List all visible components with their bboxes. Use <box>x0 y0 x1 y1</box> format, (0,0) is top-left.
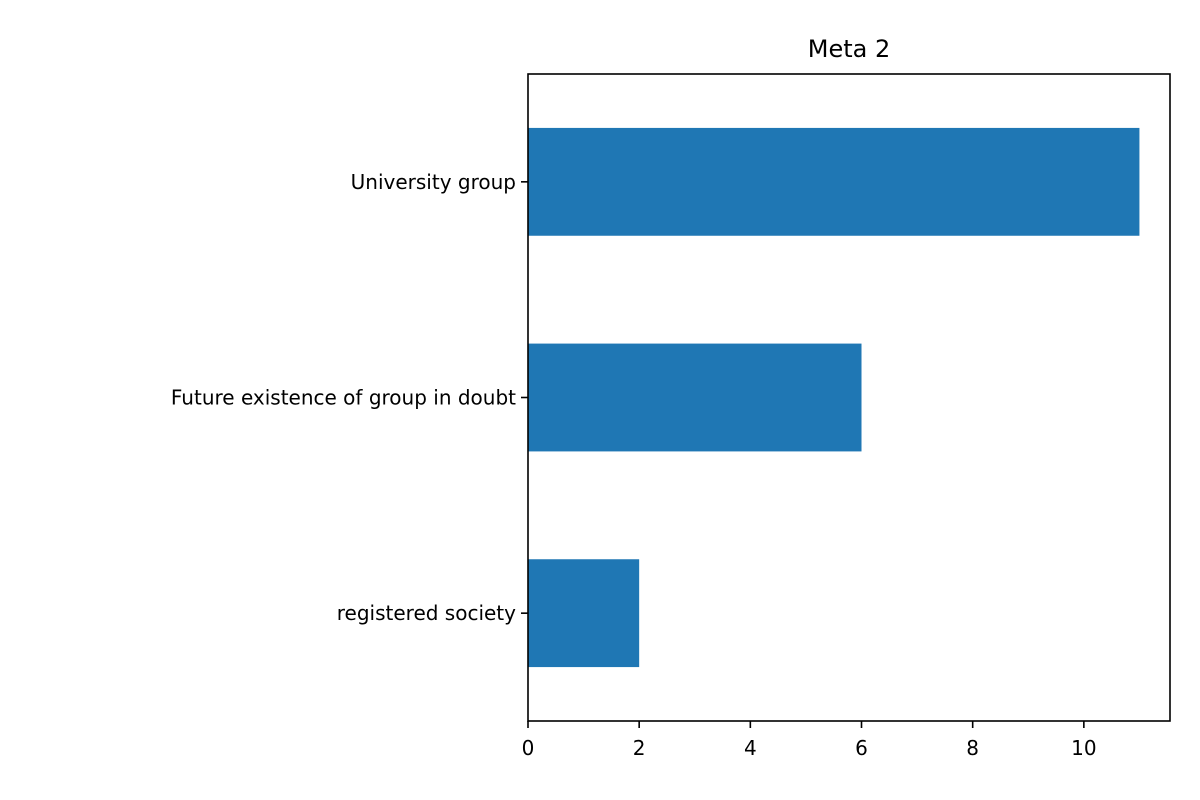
bar-0 <box>528 127 1140 236</box>
x-tick-label: 8 <box>966 736 979 760</box>
bar-2 <box>528 559 640 668</box>
chart-title: Meta 2 <box>808 35 891 63</box>
x-tick-label: 0 <box>522 736 535 760</box>
x-axis-ticks: 0 2 4 6 8 10 <box>522 721 1097 760</box>
x-tick-label: 4 <box>744 736 757 760</box>
y-tick-label: registered society <box>337 601 516 625</box>
y-axis-ticks: University group Future existence of grou… <box>171 170 528 625</box>
bar-1 <box>528 343 862 452</box>
x-tick-label: 10 <box>1071 736 1096 760</box>
bars-group <box>528 127 1140 668</box>
plot-frame <box>527 73 1171 722</box>
x-tick-label: 2 <box>633 736 646 760</box>
y-tick-label: University group <box>351 170 516 194</box>
x-tick-label: 6 <box>855 736 868 760</box>
y-tick-label: Future existence of group in doubt <box>171 386 516 410</box>
